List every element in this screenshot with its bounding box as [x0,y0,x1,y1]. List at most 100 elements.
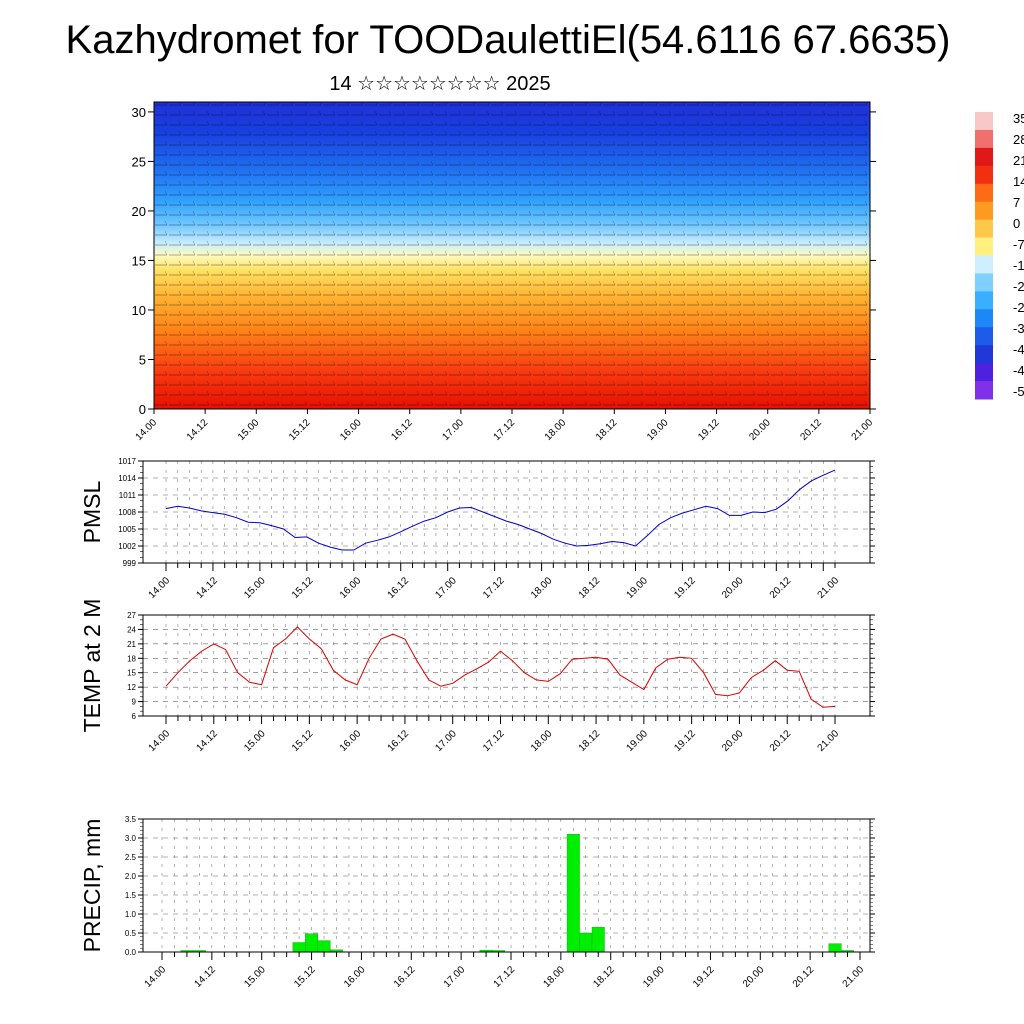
y-axis-label: PRECIP, mm [79,819,105,953]
colorbar-label: 21 [1013,153,1024,168]
chart-title: Kazhydromet for TOODaulettiEl(54.6116 67… [65,18,951,62]
y-axis-label: TEMP at 2 M [79,599,105,733]
x-tick-label: 14.12 [193,964,219,990]
x-tick-label: 14.00 [143,964,169,990]
colorbar-segment [975,381,993,400]
colorbar-label: -28 [1013,300,1024,315]
cross-section-panel: 0 5 10 15 20 25 30 14.00 14.12 15.00 15.12 16.00 16.… [132,101,876,443]
x-tick-label: 19.00 [625,728,651,754]
x-tick-label: 16.00 [338,575,364,601]
colorbar-segment [975,327,993,346]
y-tick-label: 10 [132,303,146,318]
x-tick-label: 15.00 [242,575,268,601]
y-tick-label: 1008 [118,508,136,517]
colorbar-segment [975,183,993,203]
precip-bar [566,834,580,953]
colorbar: 35 28 21 14 7 0 -7 -14 -21 -28 -35 -42 -49 -56 [975,111,1024,400]
x-tick-label: 16.00 [342,964,368,990]
colorbar-segment [975,165,993,185]
x-tick-label: 21.00 [816,728,842,754]
x-tick-label: 14.00 [134,417,160,443]
x-tick-label: 17.12 [481,728,507,754]
colorbar-label: -14 [1013,258,1024,273]
y-tick-label: 1002 [118,542,136,551]
x-tick-label: 19.12 [672,728,698,754]
x-tick-label: 17.00 [433,575,459,601]
x-tick-label: 17.12 [492,417,518,443]
x-tick-label: 17.00 [433,728,459,754]
y-tick-label: 1.5 [125,891,137,900]
x-tick-label: 16.12 [392,964,418,990]
x-tick-label: 19.00 [645,417,671,443]
x-tick-label: 20.12 [799,417,825,443]
x-tick-label: 15.00 [236,417,262,443]
x-tick-label: 15.12 [290,575,316,601]
x-tick-label: 19.12 [672,575,698,601]
x-tick-label: 16.12 [386,575,412,601]
y-tick-label: 3.5 [125,815,137,824]
y-tick-label: 18 [127,654,136,663]
x-tick-label: 15.12 [292,964,318,990]
precip-bar [591,927,605,953]
colorbar-segment [975,201,993,221]
y-tick-label: 15 [132,253,146,268]
colorbar-label: 28 [1013,132,1024,147]
x-tick-label: 19.00 [641,964,667,990]
x-tick-label: 16.12 [386,728,412,754]
x-tick-label: 16.00 [338,728,364,754]
colorbar-segment [975,112,993,131]
x-tick-label: 18.12 [591,964,617,990]
x-tick-label: 20.00 [720,728,746,754]
y-tick-label: 1014 [118,474,136,483]
x-tick-label: 15.12 [287,417,313,443]
colorbar-label: -21 [1013,279,1024,294]
y-tick-label: 6 [132,712,137,721]
colorbar-segment [975,345,993,364]
x-tick-label: 18.00 [543,417,569,443]
y-tick-label: 2.5 [125,853,137,862]
y-tick-label: 24 [127,625,136,634]
y-tick-label: 30 [132,105,146,120]
x-tick-label: 20.00 [747,417,773,443]
x-tick-label: 15.00 [242,728,268,754]
colorbar-segment [975,363,993,382]
chart-subtitle: 14 ☆☆☆☆☆☆☆☆ 2025 [329,73,551,95]
x-tick-label: 18.00 [529,728,555,754]
x-tick-label: 17.00 [441,417,467,443]
y-tick-label: 1017 [118,457,136,466]
x-tick-label: 20.12 [768,728,794,754]
y-tick-label: 1.0 [125,910,137,919]
colorbar-segment [975,309,993,328]
y-tick-label: 9 [132,698,137,707]
x-tick-label: 16.12 [389,417,415,443]
x-tick-label: 14.12 [194,575,220,601]
colorbar-label: 35 [1013,111,1024,126]
precip-bar [828,943,842,953]
x-tick-label: 20.00 [741,964,767,990]
plot-frame [142,818,871,953]
x-tick-label: 19.12 [691,964,717,990]
y-tick-label: 1011 [119,491,137,500]
x-tick-label: 19.00 [625,575,651,601]
pmsl-line [165,469,836,551]
x-tick-label: 20.00 [720,575,746,601]
colorbar-label: 14 [1013,174,1024,189]
y-tick-label: 12 [127,683,136,692]
colorbar-label: -35 [1013,321,1024,336]
y-tick-label: 0.0 [125,948,137,957]
y-tick-label: 999 [123,559,137,568]
y-tick-label: 21 [127,640,136,649]
y-tick-label: 15 [127,669,136,678]
x-tick-label: 19.12 [696,417,722,443]
x-tick-label: 18.12 [577,575,603,601]
precip-bar [317,940,331,953]
colorbar-label: -56 [1013,384,1024,399]
x-tick-label: 21.00 [816,575,842,601]
x-tick-label: 17.12 [492,964,518,990]
x-tick-label: 20.12 [791,964,817,990]
precip-bar [305,933,319,953]
y-tick-label: 3.0 [125,834,137,843]
y-tick-label: 0.5 [125,929,137,938]
y-tick-label: 5 [139,352,146,367]
